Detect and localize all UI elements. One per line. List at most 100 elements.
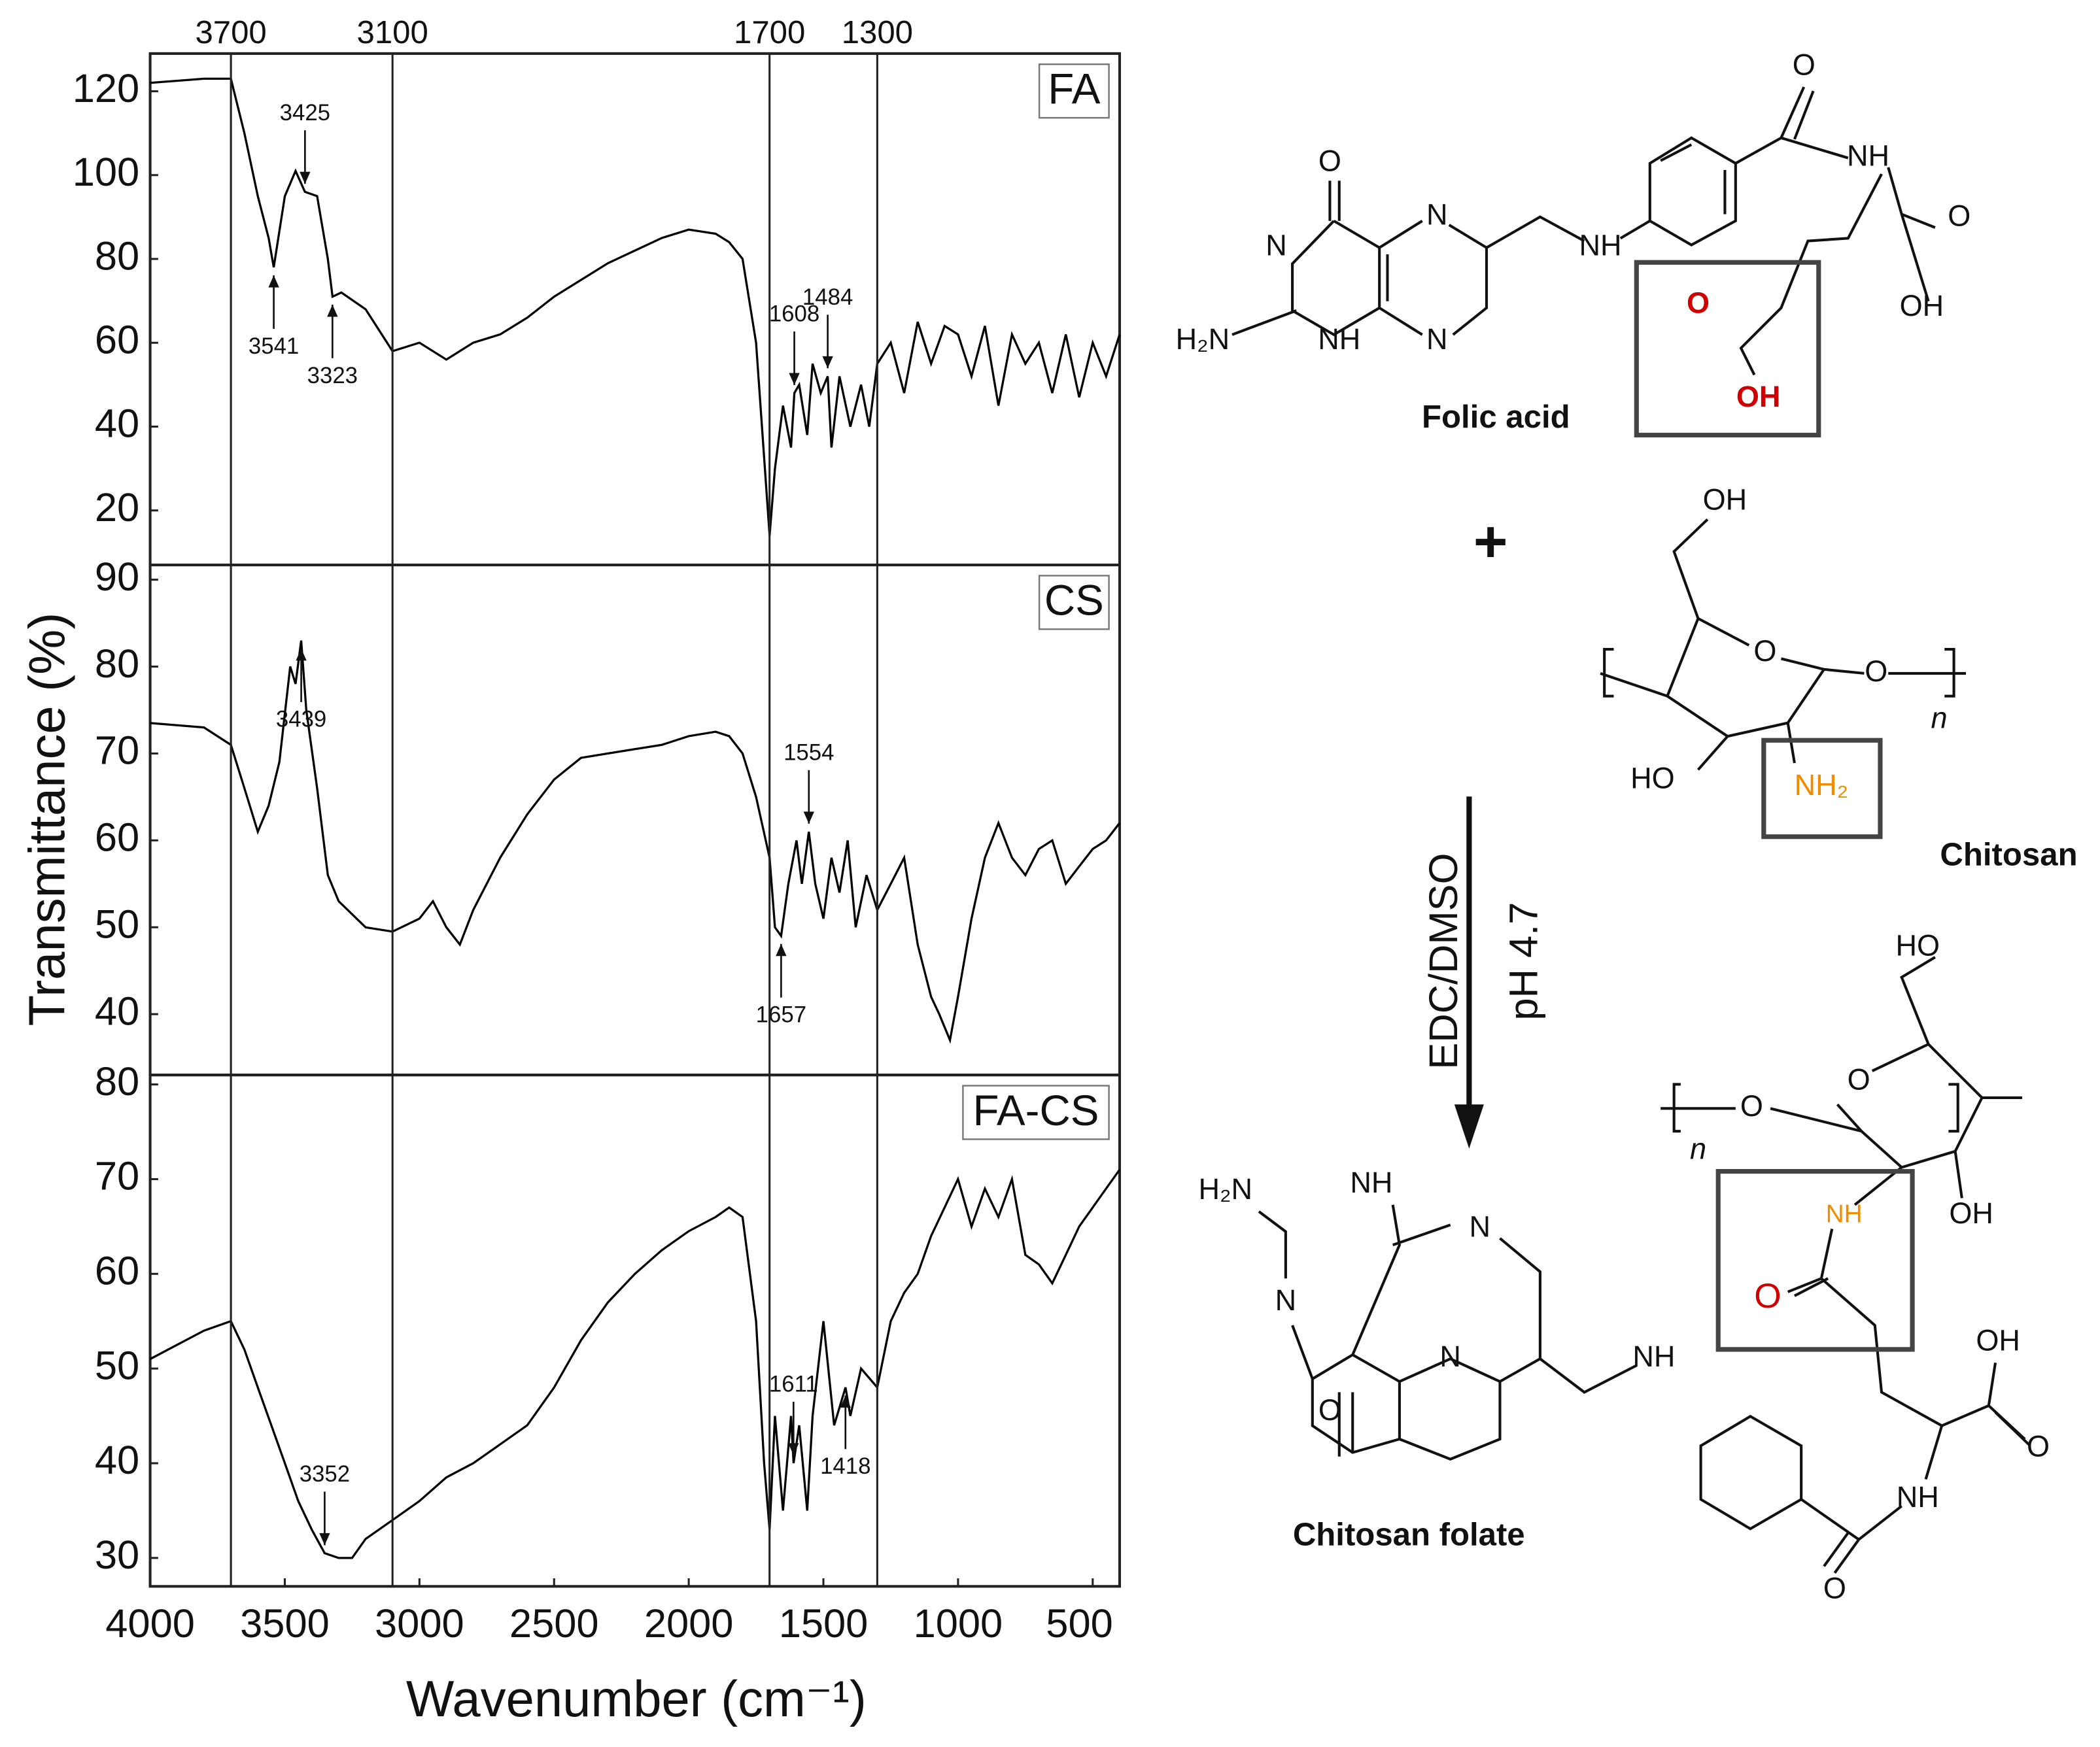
atom: N bbox=[1275, 1283, 1297, 1317]
y-axis-label: Transmittance (%) bbox=[20, 613, 76, 1026]
arrow-head bbox=[789, 373, 800, 385]
arrow-head bbox=[1454, 1104, 1484, 1149]
highlight-box bbox=[1634, 260, 1821, 438]
atom: O bbox=[1318, 144, 1341, 178]
atom: N bbox=[1469, 1210, 1490, 1244]
atom: O bbox=[1687, 286, 1710, 320]
arrow-head bbox=[319, 1533, 330, 1546]
y-tick-label: 120 bbox=[73, 66, 139, 111]
y-tick-label: 40 bbox=[95, 1438, 139, 1483]
panel-label: FA-CS bbox=[973, 1087, 1099, 1134]
y-tick-label: 80 bbox=[95, 233, 139, 279]
y-tick-label: 30 bbox=[95, 1533, 139, 1578]
annotation-label: 3541 bbox=[249, 333, 299, 359]
y-tick-label: 90 bbox=[95, 554, 139, 600]
plot-frame bbox=[148, 564, 1122, 1077]
annotation-label: 3439 bbox=[276, 707, 326, 732]
x-tick-label: 500 bbox=[1046, 1601, 1112, 1646]
y-tick-label: 80 bbox=[95, 1059, 139, 1104]
atom: H₂N bbox=[1176, 322, 1230, 356]
arrow-head bbox=[822, 356, 833, 369]
compound-name: Chitosan bbox=[1940, 837, 2077, 872]
atom: O bbox=[1753, 634, 1776, 668]
y-tick-label: 70 bbox=[95, 728, 139, 773]
reference-label: 3100 bbox=[357, 15, 428, 50]
y-tick-label: 40 bbox=[95, 401, 139, 447]
atom: H₂N bbox=[1198, 1172, 1252, 1206]
atom: O bbox=[2027, 1429, 2050, 1463]
panel-label-box bbox=[1038, 63, 1110, 119]
annotation-label: 3352 bbox=[300, 1461, 350, 1487]
condition: pH 4.7 bbox=[1502, 902, 1547, 1021]
arrow-head bbox=[803, 811, 814, 824]
atom: NH bbox=[1318, 322, 1360, 356]
reference-label: 3700 bbox=[195, 15, 266, 50]
arrow-head bbox=[776, 943, 787, 957]
condition: EDC/DMSO bbox=[1421, 853, 1466, 1070]
bonds bbox=[1231, 86, 1936, 376]
atom: N bbox=[1426, 322, 1448, 356]
atom: HO bbox=[1896, 929, 1940, 962]
panel-label: CS bbox=[1044, 577, 1104, 624]
x-tick-label: 2500 bbox=[509, 1601, 599, 1646]
reaction-scheme: O N N H₂N NH N NH O NH O OH O OH Folic a… bbox=[1176, 48, 2078, 1604]
y-tick-label: 20 bbox=[95, 485, 139, 530]
y-tick-label: 100 bbox=[73, 150, 139, 195]
highlight-box bbox=[1761, 738, 1883, 840]
atom: OH bbox=[1976, 1324, 2020, 1357]
x-tick-label: 4000 bbox=[105, 1601, 195, 1646]
atom: O bbox=[1318, 1393, 1341, 1427]
atom: N bbox=[1265, 229, 1287, 262]
highlight-box bbox=[1715, 1168, 1915, 1352]
atom: O bbox=[1865, 654, 1887, 688]
annotation-label: 3323 bbox=[307, 363, 358, 388]
arrow-head bbox=[300, 171, 311, 184]
atom: n bbox=[1690, 1132, 1706, 1166]
y-tick-label: 70 bbox=[95, 1154, 139, 1199]
arrow-head bbox=[268, 275, 279, 288]
plot-frame bbox=[148, 52, 1122, 567]
y-tick-label: 60 bbox=[95, 815, 139, 860]
y-tick-label: 60 bbox=[95, 1249, 139, 1294]
atom: OH bbox=[1900, 289, 1944, 322]
x-axis-label: Wavenumber (cm⁻¹) bbox=[406, 1671, 867, 1727]
y-tick-label: 40 bbox=[95, 989, 139, 1034]
x-tick-label: 1500 bbox=[779, 1601, 869, 1646]
plot-frame bbox=[148, 1074, 1122, 1588]
y-tick-label: 50 bbox=[95, 902, 139, 947]
atom: OH bbox=[1703, 483, 1747, 517]
spectrum-line bbox=[150, 77, 1121, 536]
annotation-label: 1657 bbox=[756, 1002, 806, 1028]
atom: HO bbox=[1630, 762, 1675, 795]
annotation-label: 1418 bbox=[820, 1453, 870, 1479]
atom: NH bbox=[1847, 139, 1889, 172]
atom: NH bbox=[1350, 1166, 1392, 1199]
reference-label: 1300 bbox=[842, 15, 913, 50]
atom: NH bbox=[1579, 229, 1622, 262]
annotation-label: 1611 bbox=[769, 1371, 818, 1397]
compound-name: Folic acid bbox=[1422, 399, 1570, 435]
arrow-head bbox=[327, 305, 338, 317]
panel-label: FA bbox=[1048, 65, 1100, 113]
atom: O bbox=[1754, 1277, 1781, 1315]
arrow-head bbox=[296, 648, 307, 661]
atom: O bbox=[1823, 1571, 1846, 1604]
spectrum-line bbox=[149, 1168, 1121, 1559]
y-tick-label: 80 bbox=[95, 641, 139, 687]
atom: NH₂ bbox=[1795, 768, 1849, 802]
bonds bbox=[1258, 956, 2031, 1574]
atom: NH bbox=[1632, 1340, 1675, 1373]
x-tick-label: 3500 bbox=[240, 1601, 330, 1646]
reference-label: 1700 bbox=[734, 15, 805, 50]
atom: O bbox=[1848, 1062, 1870, 1096]
annotation-label: 3425 bbox=[280, 100, 330, 126]
panel-label-box bbox=[1038, 575, 1110, 630]
plus-sign: + bbox=[1473, 509, 1508, 575]
annotation-label: 1484 bbox=[802, 284, 853, 310]
atom: N bbox=[1439, 1340, 1461, 1373]
atom: O bbox=[1793, 48, 1816, 81]
annotation-label: 1554 bbox=[783, 739, 834, 765]
x-tick-label: 3000 bbox=[375, 1601, 464, 1646]
arrow-head bbox=[840, 1395, 851, 1408]
